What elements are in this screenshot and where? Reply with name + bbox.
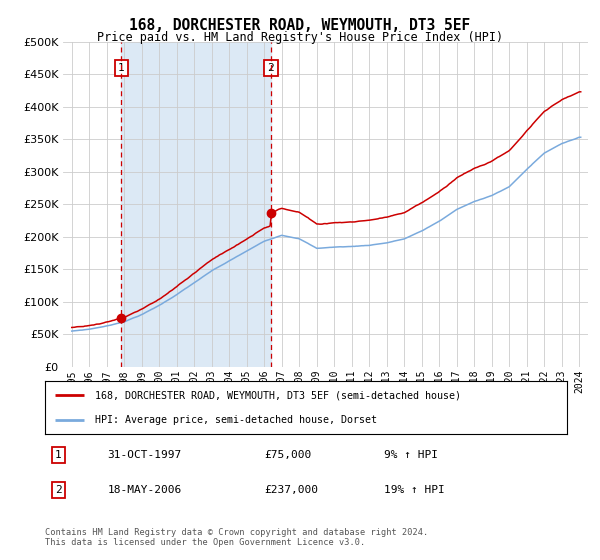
Text: 2: 2 (268, 63, 274, 73)
Text: 2: 2 (55, 485, 61, 495)
Text: 9% ↑ HPI: 9% ↑ HPI (385, 450, 438, 460)
Text: 1: 1 (55, 450, 61, 460)
Text: HPI: Average price, semi-detached house, Dorset: HPI: Average price, semi-detached house,… (95, 414, 377, 424)
Bar (121, 42, 271, 367)
Text: Price paid vs. HM Land Registry's House Price Index (HPI): Price paid vs. HM Land Registry's House … (97, 31, 503, 44)
Text: 31-OCT-1997: 31-OCT-1997 (107, 450, 182, 460)
Text: £75,000: £75,000 (264, 450, 311, 460)
Text: 168, DORCHESTER ROAD, WEYMOUTH, DT3 5EF: 168, DORCHESTER ROAD, WEYMOUTH, DT3 5EF (130, 18, 470, 33)
Text: £237,000: £237,000 (264, 485, 318, 495)
Text: 1: 1 (118, 63, 125, 73)
Text: Contains HM Land Registry data © Crown copyright and database right 2024.
This d: Contains HM Land Registry data © Crown c… (45, 528, 428, 547)
Text: 168, DORCHESTER ROAD, WEYMOUTH, DT3 5EF (semi-detached house): 168, DORCHESTER ROAD, WEYMOUTH, DT3 5EF … (95, 390, 461, 400)
Text: 19% ↑ HPI: 19% ↑ HPI (385, 485, 445, 495)
Text: 18-MAY-2006: 18-MAY-2006 (107, 485, 182, 495)
